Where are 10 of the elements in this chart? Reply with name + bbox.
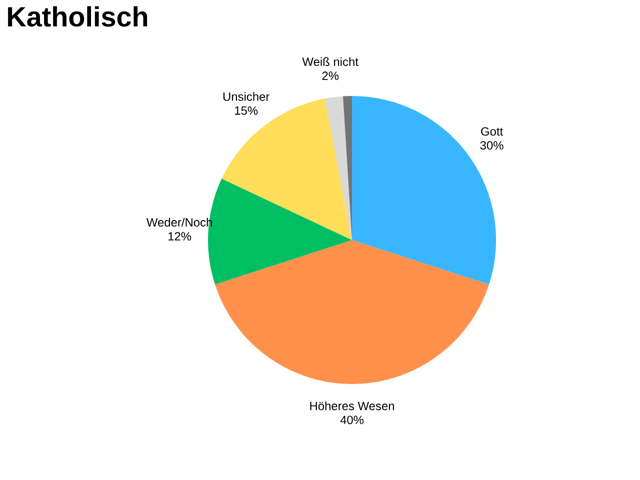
slice-label: Unsicher xyxy=(223,92,270,101)
data-label: 2% xyxy=(322,71,339,80)
data-label: 12% xyxy=(168,232,192,240)
data-label: 15% xyxy=(235,106,258,115)
data-label: 40% xyxy=(340,416,364,424)
data-label: 30% xyxy=(480,141,504,150)
slice-label: Höheres Wesen xyxy=(310,401,394,410)
slice-label: Gott xyxy=(481,127,504,136)
slice-label: Weiß nicht xyxy=(302,57,358,66)
chart-title: Katholisch xyxy=(8,6,148,27)
